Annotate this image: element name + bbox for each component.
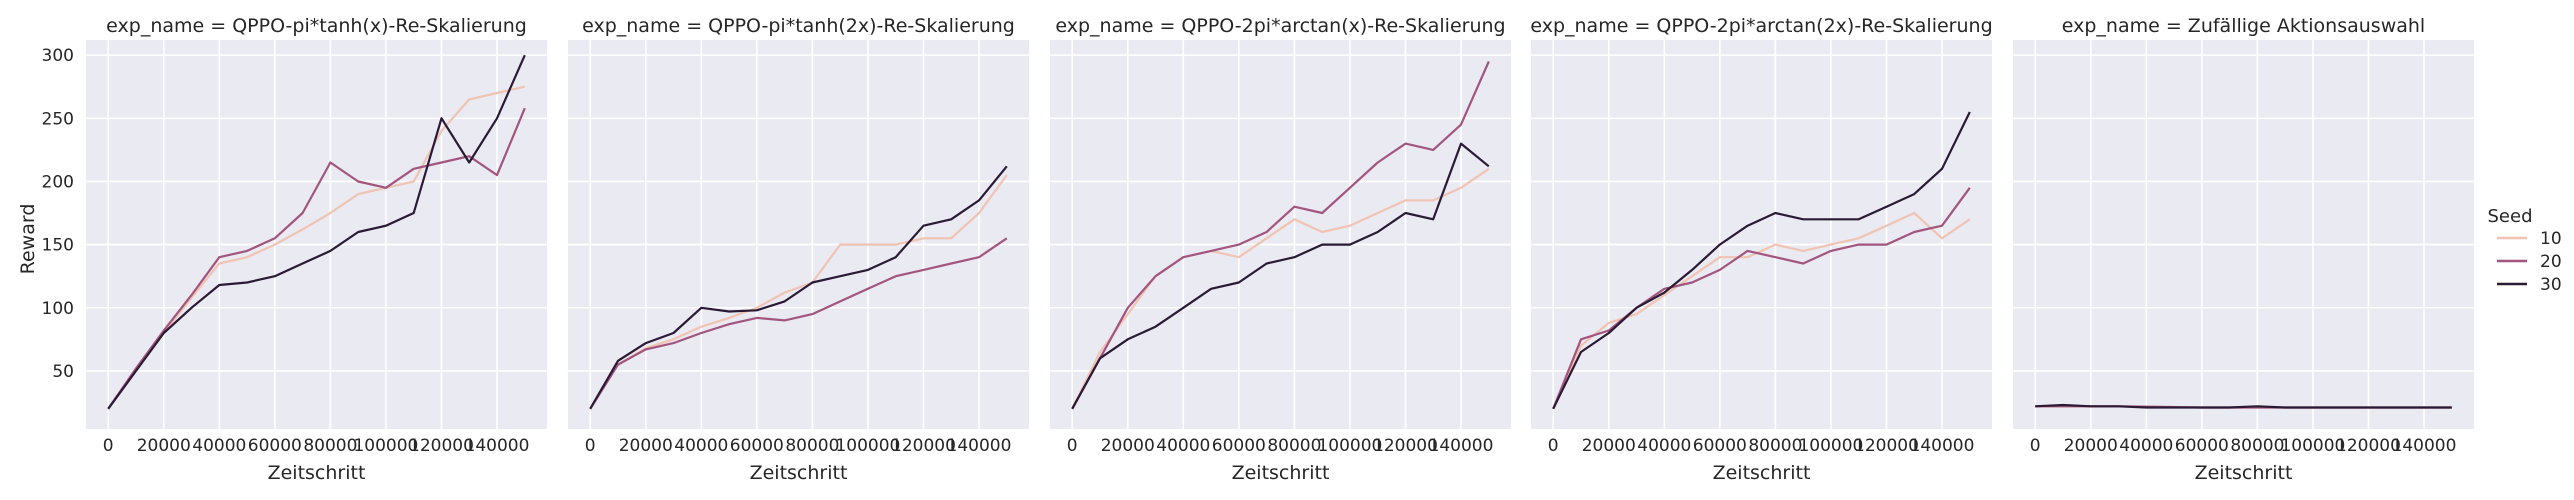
x-tick-label: 20000: [1582, 436, 1636, 456]
panels-layer: 0 20000 40000 60000 800001000001200001400005…: [42, 15, 2474, 484]
panel-title: exp_name = QPPO-pi*tanh(x)-Re-Skalierung: [106, 15, 527, 37]
x-tick-label: 120000: [1373, 436, 1438, 456]
series-line-seed-30: [589, 165, 1008, 410]
x-tick-label: 80000: [2230, 436, 2284, 456]
x-tick-label: 0: [1548, 436, 1559, 456]
x-tick-label: 0: [2030, 436, 2041, 456]
y-tick-label: 250: [42, 109, 74, 129]
x-tick-label: 80000: [1748, 436, 1802, 456]
x-tick-label: 60000: [730, 436, 784, 456]
x-tick-label: 140000: [1429, 436, 1494, 456]
x-tick-label: 100000: [2280, 436, 2345, 456]
series-line-seed-30: [1552, 111, 1971, 410]
x-tick-label: 140000: [465, 436, 530, 456]
y-tick-label: 50: [52, 362, 74, 382]
panel-title: exp_name = QPPO-pi*tanh(2x)-Re-Skalierun…: [582, 15, 1015, 37]
x-axis-label: Zeitschritt: [1232, 462, 1330, 484]
x-tick-label: 140000: [947, 436, 1012, 456]
x-tick-label: 140000: [2392, 436, 2457, 456]
x-tick-label: 120000: [2336, 436, 2401, 456]
x-tick-label: 120000: [409, 436, 474, 456]
panel-background: [1050, 40, 1511, 429]
series-line-seed-20: [1071, 61, 1490, 410]
x-tick-label: 140000: [1910, 436, 1975, 456]
x-tick-label: 40000: [1637, 436, 1691, 456]
y-tick-label: 150: [42, 236, 74, 256]
y-tick-label: 200: [42, 172, 74, 192]
x-tick-label: 60000: [248, 436, 302, 456]
x-axis-label: Zeitschritt: [2195, 462, 2293, 484]
x-tick-label: 0: [103, 436, 114, 456]
series-line-seed-30: [107, 54, 526, 410]
panel-background: [2013, 40, 2474, 429]
legend-title: Seed: [2488, 206, 2533, 227]
x-tick-label: 20000: [137, 436, 191, 456]
panel-title: exp_name = QPPO-2pi*arctan(x)-Re-Skalier…: [1055, 15, 1505, 37]
x-tick-label: 40000: [2119, 436, 2173, 456]
x-axis-label: Zeitschritt: [750, 462, 848, 484]
x-tick-label: 20000: [1101, 436, 1155, 456]
x-tick-label: 80000: [303, 436, 357, 456]
x-tick-label: 80000: [785, 436, 839, 456]
x-tick-label: 60000: [2175, 436, 2229, 456]
x-tick-label: 0: [585, 436, 596, 456]
panel-background: [86, 40, 547, 429]
x-tick-label: 60000: [1212, 436, 1266, 456]
x-tick-label: 100000: [835, 436, 900, 456]
x-tick-label: 40000: [674, 436, 728, 456]
x-tick-label: 80000: [1267, 436, 1321, 456]
legend-label-20: 20: [2540, 252, 2562, 272]
x-tick-label: 20000: [2064, 436, 2118, 456]
series-line-seed-10: [589, 174, 1008, 410]
panel-title: exp_name = Zufällige Aktionsauswahl: [2062, 15, 2425, 37]
x-tick-label: 40000: [192, 436, 246, 456]
series-line-seed-10: [107, 85, 526, 410]
x-tick-label: 120000: [1854, 436, 1919, 456]
x-tick-label: 60000: [1693, 436, 1747, 456]
x-tick-label: 20000: [619, 436, 673, 456]
series-line-seed-10: [1071, 167, 1490, 410]
panel-title: exp_name = QPPO-2pi*arctan(2x)-Re-Skalie…: [1530, 15, 1992, 37]
y-tick-label: 300: [42, 46, 74, 66]
panel-background: [568, 40, 1029, 429]
series-line-seed-20: [589, 237, 1008, 410]
legend-label-10: 10: [2540, 229, 2562, 249]
x-tick-label: 100000: [1798, 436, 1863, 456]
series-line-seed-20: [107, 107, 526, 410]
x-axis-label: Zeitschritt: [268, 462, 366, 484]
x-tick-label: 100000: [1317, 436, 1382, 456]
x-tick-label: 0: [1067, 436, 1078, 456]
series-line-seed-30: [2035, 403, 2452, 409]
x-tick-label: 120000: [891, 436, 956, 456]
x-tick-label: 100000: [353, 436, 418, 456]
x-tick-label: 40000: [1156, 436, 1210, 456]
panel-background: [1531, 40, 1992, 429]
y-axis-label: Reward: [17, 204, 39, 275]
y-tick-label: 100: [42, 299, 74, 319]
series-line-seed-30: [1071, 142, 1490, 410]
legend-label-30: 30: [2540, 275, 2562, 295]
x-axis-label: Zeitschritt: [1713, 462, 1811, 484]
legend: Seed 10 20 30: [2488, 206, 2562, 295]
